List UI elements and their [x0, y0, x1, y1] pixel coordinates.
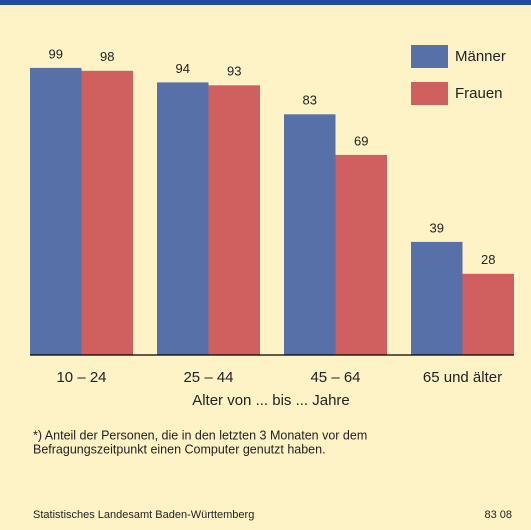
data-label: 94 — [176, 61, 190, 76]
data-label: 28 — [481, 252, 495, 267]
footnote: *) Anteil der Personen, die in den letzt… — [33, 428, 367, 442]
legend-swatch — [411, 82, 448, 105]
bar — [30, 67, 82, 356]
x-tick-label: 65 und älter — [423, 369, 502, 386]
bar — [411, 241, 463, 355]
bar — [284, 114, 336, 355]
source: Statistisches Landesamt Baden-Württember… — [33, 509, 254, 521]
chart-code: 83 08 — [484, 509, 512, 521]
legend-label: Männer — [455, 48, 506, 65]
bar — [81, 70, 133, 356]
bar — [157, 82, 209, 356]
data-label: 83 — [303, 93, 317, 108]
bar — [208, 85, 260, 356]
x-axis-label: Alter von ... bis ... Jahre — [192, 392, 350, 409]
data-label: 69 — [354, 133, 368, 148]
data-label: 39 — [430, 220, 444, 235]
footnote: Befragungszeitpunkt einen Computer genut… — [33, 442, 326, 456]
top-band — [0, 0, 531, 5]
bar — [335, 154, 387, 355]
x-tick-label: 10 – 24 — [56, 369, 106, 386]
data-label: 93 — [227, 64, 241, 79]
bar — [462, 273, 514, 355]
data-label: 98 — [100, 49, 114, 64]
legend-label: Frauen — [455, 85, 503, 102]
data-label: 99 — [49, 46, 63, 61]
x-tick-label: 25 – 44 — [183, 369, 233, 386]
x-tick-label: 45 – 64 — [310, 369, 360, 386]
legend-swatch — [411, 45, 448, 68]
